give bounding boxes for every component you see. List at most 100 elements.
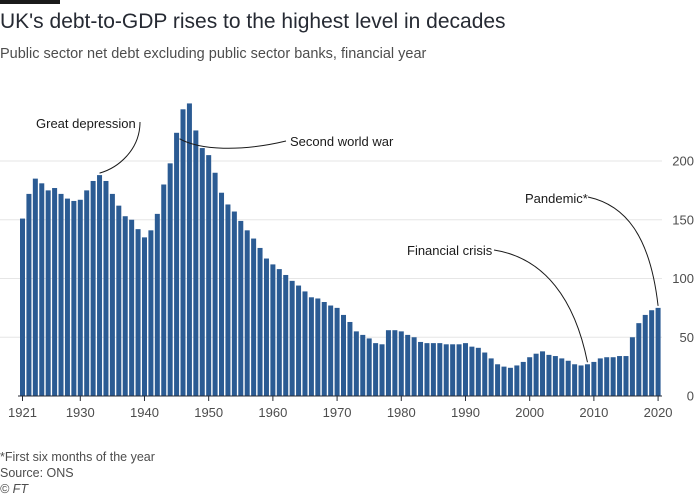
bar: [186, 103, 192, 397]
bar: [572, 364, 578, 396]
bar: [501, 366, 507, 396]
bar: [610, 357, 616, 396]
y-tick-label: 100: [672, 271, 694, 286]
bar: [174, 132, 180, 397]
annotation-label: Financial crisis: [407, 243, 493, 258]
footnote: *First six months of the year: [0, 450, 155, 464]
bar: [578, 365, 584, 396]
bar: [97, 175, 103, 396]
x-tick-label: 1940: [130, 405, 159, 420]
x-tick-label: 1930: [66, 405, 95, 420]
bar: [244, 230, 250, 396]
bar: [212, 172, 218, 396]
bar: [225, 204, 231, 396]
annotation-label: Pandemic*: [525, 191, 588, 206]
bar: [437, 343, 443, 396]
y-tick-label: 200: [672, 154, 694, 169]
x-tick-label: 1960: [258, 405, 287, 420]
y-tick-label: 0: [687, 389, 694, 404]
bar: [52, 188, 58, 396]
bar: [263, 258, 269, 396]
bar: [161, 184, 167, 396]
annotation-leader-line: [179, 138, 287, 149]
bar: [347, 321, 353, 396]
bar: [315, 298, 321, 396]
bar: [385, 330, 391, 396]
annotation-leader-line: [99, 121, 141, 174]
bar: [276, 269, 282, 396]
bar: [604, 357, 610, 396]
bar: [392, 330, 398, 396]
bar: [546, 354, 552, 396]
bar: [45, 190, 51, 396]
x-tick-label: 2020: [644, 405, 673, 420]
x-tick-label: 1980: [387, 405, 416, 420]
bar: [584, 364, 590, 396]
source-note: Source: ONS: [0, 466, 74, 480]
bar: [482, 352, 488, 396]
bar: [296, 285, 302, 396]
bar: [167, 163, 173, 396]
x-tick-label: 1950: [194, 405, 223, 420]
bar: [302, 291, 308, 396]
bar: [77, 199, 83, 396]
bar: [540, 351, 546, 396]
bar: [32, 178, 38, 396]
bar: [649, 310, 655, 396]
bar: [636, 323, 642, 396]
bar: [520, 361, 526, 396]
bar: [84, 190, 90, 396]
bar: [360, 334, 366, 396]
bar: [193, 130, 199, 396]
bar: [488, 358, 494, 396]
bar: [251, 238, 257, 396]
bar: [270, 264, 276, 396]
bars: [20, 103, 661, 397]
bar: [507, 367, 513, 396]
bar: [58, 193, 64, 396]
ft-top-bar: [0, 0, 60, 4]
x-tick-label: 2000: [515, 405, 544, 420]
bar: [373, 343, 379, 396]
y-tick-label: 150: [672, 212, 694, 227]
bar: [411, 337, 417, 396]
bar: [90, 180, 96, 396]
bar: [206, 155, 212, 396]
bar: [283, 274, 289, 396]
bar: [456, 344, 462, 396]
y-tick-label: 50: [680, 330, 694, 345]
bar: [623, 356, 629, 396]
annotation-leader-line: [493, 249, 588, 363]
bar: [514, 365, 520, 396]
bar: [450, 344, 456, 396]
bar: [642, 314, 648, 396]
bar: [398, 331, 404, 396]
bar: [109, 193, 115, 396]
bar: [366, 338, 372, 396]
bar: [469, 346, 475, 396]
bar: [148, 230, 154, 396]
bar: [321, 302, 327, 396]
x-tick-label: 1921: [8, 405, 37, 420]
bar: [462, 343, 468, 396]
bar: [129, 219, 135, 396]
bar: [353, 331, 359, 396]
bar: [405, 334, 411, 396]
bar: [617, 356, 623, 396]
x-tick-label: 1990: [451, 405, 480, 420]
bar: [341, 314, 347, 396]
bar: [495, 364, 501, 396]
bar: [135, 229, 141, 396]
bar: [64, 198, 70, 396]
annotation-label: Second world war: [290, 134, 394, 149]
bar: [565, 360, 571, 396]
bar: [219, 192, 225, 396]
bar: [334, 307, 340, 396]
bar: [430, 343, 436, 396]
bar: [71, 200, 77, 396]
bar: [289, 280, 295, 396]
bar: [141, 237, 147, 396]
axes: 0 50 100 150 200 1921 1930 1940 1950 1960 1970 1980…: [8, 154, 694, 421]
chart-subtitle: Public sector net debt excluding public …: [0, 46, 427, 62]
